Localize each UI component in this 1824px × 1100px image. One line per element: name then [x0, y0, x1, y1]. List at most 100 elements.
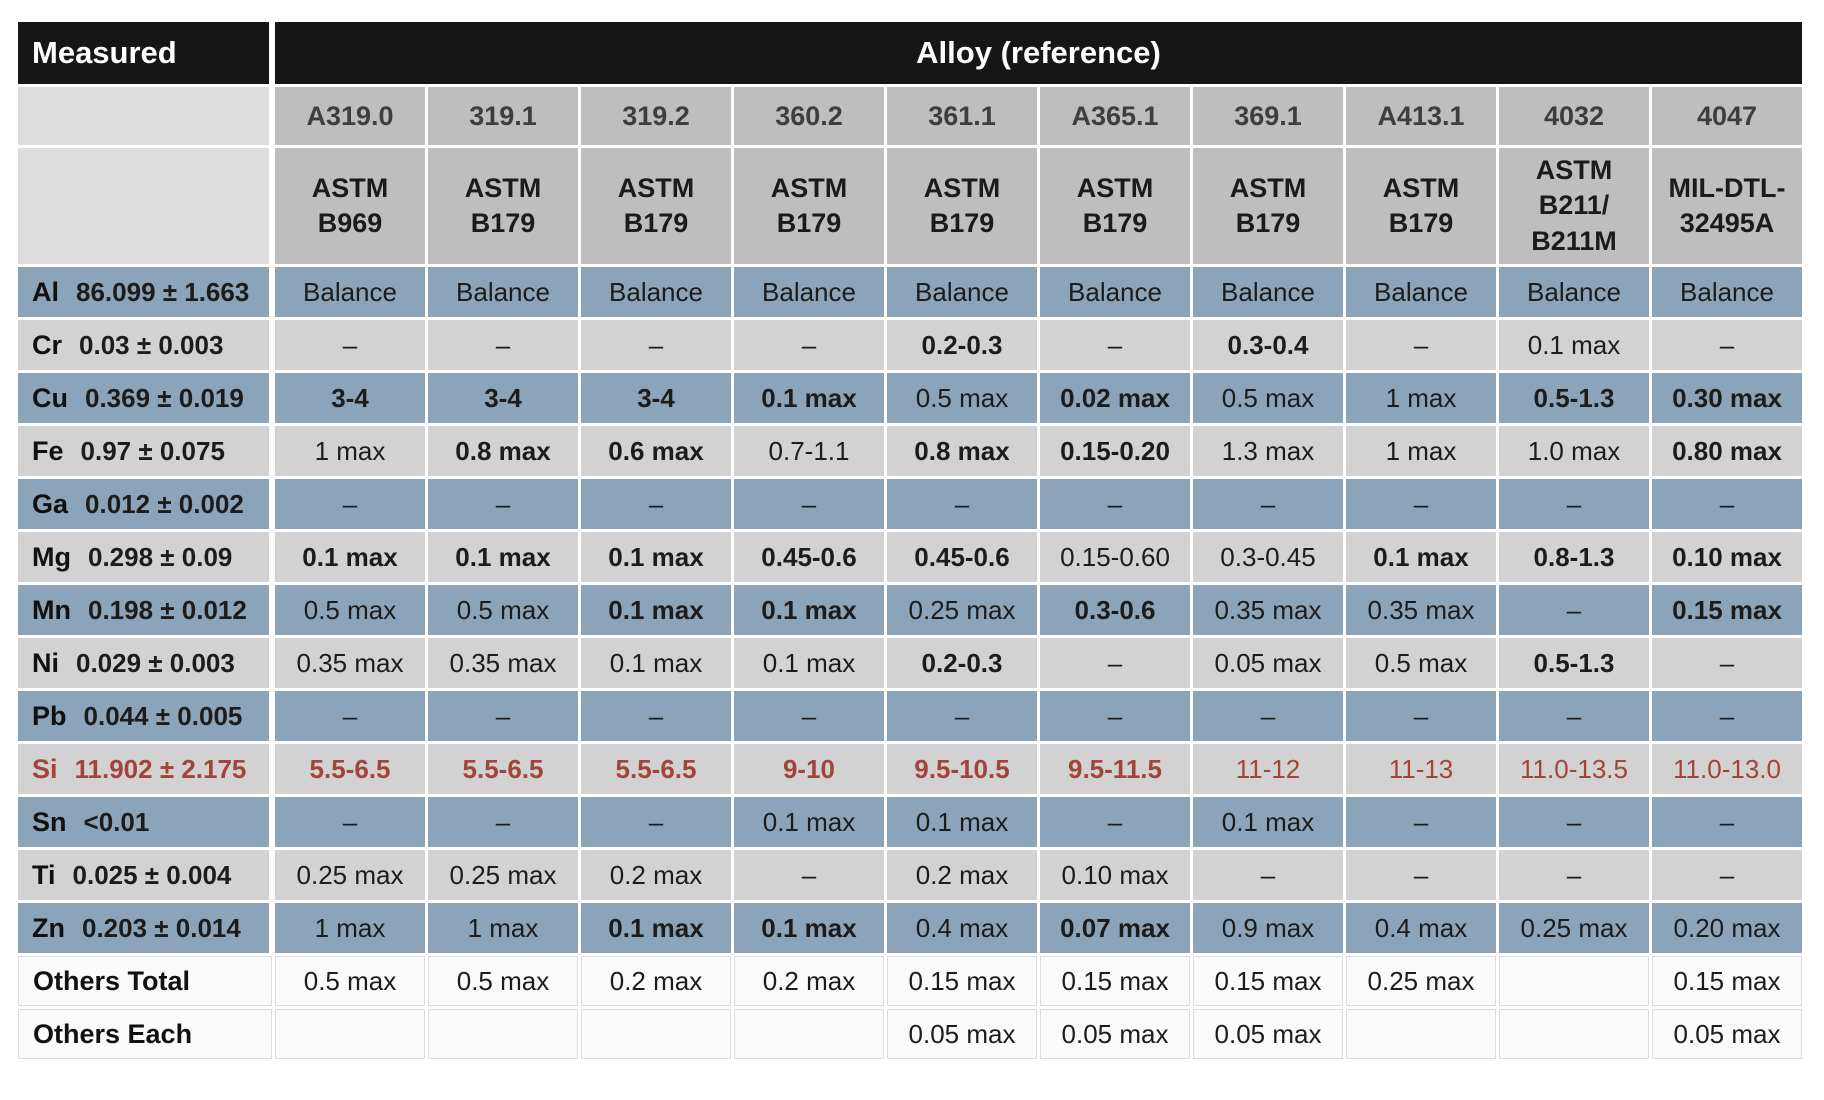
cell-Mn-A319.0: 0.5 max: [275, 585, 425, 635]
cell-Mg-A319.0: 0.1 max: [275, 532, 425, 582]
cell-Si-4032: 11.0-13.5: [1499, 744, 1649, 794]
element-symbol: Ga: [32, 488, 69, 519]
cell-Zn-A365.1: 0.07 max: [1040, 903, 1190, 953]
measured-value: 11.902 ± 2.175: [74, 753, 247, 784]
standard-360.2: ASTM B179: [734, 148, 884, 264]
measured-value: 0.369 ± 0.019: [85, 382, 244, 413]
measured-value: 0.044 ± 0.005: [83, 700, 243, 731]
cell-others-total-4032: [1499, 956, 1649, 1006]
cell-Mg-319.2: 0.1 max: [581, 532, 731, 582]
cell-Al-A365.1: Balance: [1040, 267, 1190, 317]
cell-others-total-360.2: 0.2 max: [734, 956, 884, 1006]
row-Cr: Cr 0.03 ± 0.003– – – –0.2-0.3–0.3-0.4–0.1 ma…: [18, 320, 1802, 370]
cell-Ga-A319.0: –: [275, 479, 425, 529]
cell-Cr-A365.1: –: [1040, 320, 1190, 370]
cell-Sn-A319.0: –: [275, 797, 425, 847]
standards-row: ASTM B969 ASTM B179 ASTM B179 ASTM B179 ASTM…: [18, 148, 1802, 264]
cell-others-total-A413.1: 0.25 max: [1346, 956, 1496, 1006]
cell-Ti-319.1: 0.25 max: [428, 850, 578, 900]
cell-Cr-361.1: 0.2-0.3: [887, 320, 1037, 370]
cell-Sn-361.1: 0.1 max: [887, 797, 1037, 847]
cell-others-each-319.1: [428, 1009, 578, 1059]
alloy-column-361.1: 361.1: [887, 87, 1037, 145]
cell-Fe-369.1: 1.3 max: [1193, 426, 1343, 476]
alloy-column-360.2: 360.2: [734, 87, 884, 145]
alloy-column-A365.1: A365.1: [1040, 87, 1190, 145]
table-body: Al 86.099 ± 1.663 Balance Balance Balance Bal…: [18, 267, 1802, 1059]
cell-others-each-A365.1: 0.05 max: [1040, 1009, 1190, 1059]
cell-Sn-369.1: 0.1 max: [1193, 797, 1343, 847]
alloy-names-row: A319.0 319.1 319.2 360.2 361.1 A365.1 369.1 A41…: [18, 87, 1802, 145]
cell-Zn-319.1: 1 max: [428, 903, 578, 953]
element-symbol: Fe: [32, 435, 64, 466]
measured-Pb: Pb 0.044 ± 0.005: [18, 691, 272, 741]
cell-others-each-A319.0: [275, 1009, 425, 1059]
cell-Si-369.1: 11-12: [1193, 744, 1343, 794]
cell-Sn-4047: –: [1652, 797, 1802, 847]
cell-Cu-4032: 0.5-1.3: [1499, 373, 1649, 423]
cell-Zn-4032: 0.25 max: [1499, 903, 1649, 953]
cell-Mn-A413.1: 0.35 max: [1346, 585, 1496, 635]
element-symbol: Pb: [32, 700, 67, 731]
cell-Si-319.1: 5.5-6.5: [428, 744, 578, 794]
cell-others-each-4032: [1499, 1009, 1649, 1059]
measured-Ni: Ni 0.029 ± 0.003: [18, 638, 272, 688]
cell-Ni-360.2: 0.1 max: [734, 638, 884, 688]
cell-Ni-319.2: 0.1 max: [581, 638, 731, 688]
measured-value: 0.198 ± 0.012: [87, 594, 247, 625]
cell-Si-A413.1: 11-13: [1346, 744, 1496, 794]
cell-Fe-360.2: 0.7-1.1: [734, 426, 884, 476]
cell-Al-4047: Balance: [1652, 267, 1802, 317]
cell-Zn-A319.0: 1 max: [275, 903, 425, 953]
cell-others-total-A319.0: 0.5 max: [275, 956, 425, 1006]
cell-Sn-319.1: –: [428, 797, 578, 847]
measured-value: 0.012 ± 0.002: [85, 488, 244, 519]
alloy-column-A413.1: A413.1: [1346, 87, 1496, 145]
cell-Ga-360.2: –: [734, 479, 884, 529]
cell-Zn-319.2: 0.1 max: [581, 903, 731, 953]
cell-Cr-4032: 0.1 max: [1499, 320, 1649, 370]
row-Fe: Fe 0.97 ± 0.075 1 max 0.8 max 0.6 max 0.7-1.1…: [18, 426, 1802, 476]
element-symbol: Ti: [32, 859, 56, 890]
cell-Pb-319.1: –: [428, 691, 578, 741]
cell-Al-A413.1: Balance: [1346, 267, 1496, 317]
row-Mn: Mn 0.198 ± 0.012 0.5 max 0.5 max 0.1 max 0.1 …: [18, 585, 1802, 635]
cell-Fe-361.1: 0.8 max: [887, 426, 1037, 476]
cell-Al-4032: Balance: [1499, 267, 1649, 317]
cell-Ga-361.1: –: [887, 479, 1037, 529]
cell-Si-A319.0: 5.5-6.5: [275, 744, 425, 794]
measured-Ti: Ti 0.025 ± 0.004: [18, 850, 272, 900]
alloy-column-4032: 4032: [1499, 87, 1649, 145]
cell-Si-360.2: 9-10: [734, 744, 884, 794]
cell-Mn-A365.1: 0.3-0.6: [1040, 585, 1190, 635]
page: Measured Alloy (reference) A319.0 319.1 31…: [15, 19, 1805, 1062]
cell-Ni-369.1: 0.05 max: [1193, 638, 1343, 688]
cell-Al-319.2: Balance: [581, 267, 731, 317]
corner-cell-bottom: [18, 148, 272, 264]
cell-Pb-A319.0: –: [275, 691, 425, 741]
others-total-row: Others Total 0.5 max 0.5 max 0.2 max 0.2 max…: [18, 956, 1802, 1006]
cell-Ti-361.1: 0.2 max: [887, 850, 1037, 900]
cell-Zn-360.2: 0.1 max: [734, 903, 884, 953]
cell-Ni-4032: 0.5-1.3: [1499, 638, 1649, 688]
row-Si: Si 11.902 ± 2.175 5.5-6.5 5.5-6.5 5.5-6.5 9-1…: [18, 744, 1802, 794]
cell-Fe-A413.1: 1 max: [1346, 426, 1496, 476]
footer-label: Others Total: [18, 956, 272, 1006]
cell-Cu-319.2: 3-4: [581, 373, 731, 423]
measured-value: 0.025 ± 0.004: [72, 859, 232, 890]
cell-Ga-4032: –: [1499, 479, 1649, 529]
element-symbol: Al: [32, 276, 59, 307]
cell-Ti-360.2: –: [734, 850, 884, 900]
cell-Mn-361.1: 0.25 max: [887, 585, 1037, 635]
row-Ni: Ni 0.029 ± 0.003 0.35 max 0.35 max 0.1 max 0.…: [18, 638, 1802, 688]
cell-Pb-369.1: –: [1193, 691, 1343, 741]
cell-Ga-A365.1: –: [1040, 479, 1190, 529]
standard-319.2: ASTM B179: [581, 148, 731, 264]
measured-Mn: Mn 0.198 ± 0.012: [18, 585, 272, 635]
element-symbol: Mg: [32, 541, 71, 572]
standard-319.1: ASTM B179: [428, 148, 578, 264]
cell-Sn-A413.1: –: [1346, 797, 1496, 847]
cell-Cu-A319.0: 3-4: [275, 373, 425, 423]
cell-Zn-A413.1: 0.4 max: [1346, 903, 1496, 953]
cell-Pb-4032: –: [1499, 691, 1649, 741]
